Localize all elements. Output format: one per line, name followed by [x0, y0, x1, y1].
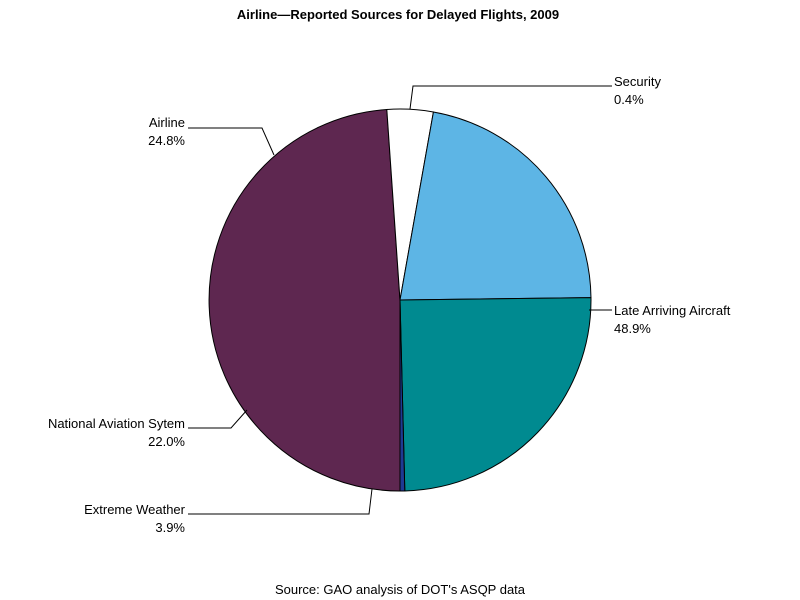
slice-value-airline: 24.8%	[148, 133, 185, 148]
slice-label-national-aviation-sytem: National Aviation Sytem	[48, 416, 185, 431]
slice-label-security: Security	[614, 74, 661, 89]
slice-label-late-arriving-aircraft: Late Arriving Aircraft	[614, 303, 731, 318]
pie-slice-national-aviation-sytem	[399, 111, 592, 301]
leader-line-security	[409, 85, 612, 110]
leader-line-national-aviation-sytem	[188, 409, 248, 429]
leader-line-airline	[188, 127, 275, 156]
slice-label-airline: Airline	[149, 115, 185, 130]
slice-value-late-arriving-aircraft: 48.9%	[614, 321, 651, 336]
pie-slice-airline	[399, 297, 592, 492]
slice-value-security: 0.4%	[614, 92, 644, 107]
leader-lines	[188, 85, 612, 515]
slice-labels: Late Arriving Aircraft 48.9% Extreme Weath…	[48, 74, 731, 535]
slice-value-national-aviation-sytem: 22.0%	[148, 434, 185, 449]
chart-source-note: Source: GAO analysis of DOT's ASQP data	[275, 582, 526, 597]
chart-title: Airline—Reported Sources for Delayed Fli…	[237, 7, 559, 22]
pie-slices	[208, 108, 592, 492]
pie-slice-late-arriving-aircraft	[208, 108, 401, 492]
leader-line-extreme-weather	[188, 488, 373, 515]
slice-label-extreme-weather: Extreme Weather	[84, 502, 186, 517]
slice-value-extreme-weather: 3.9%	[155, 520, 185, 535]
pie-slice-security	[399, 299, 406, 492]
